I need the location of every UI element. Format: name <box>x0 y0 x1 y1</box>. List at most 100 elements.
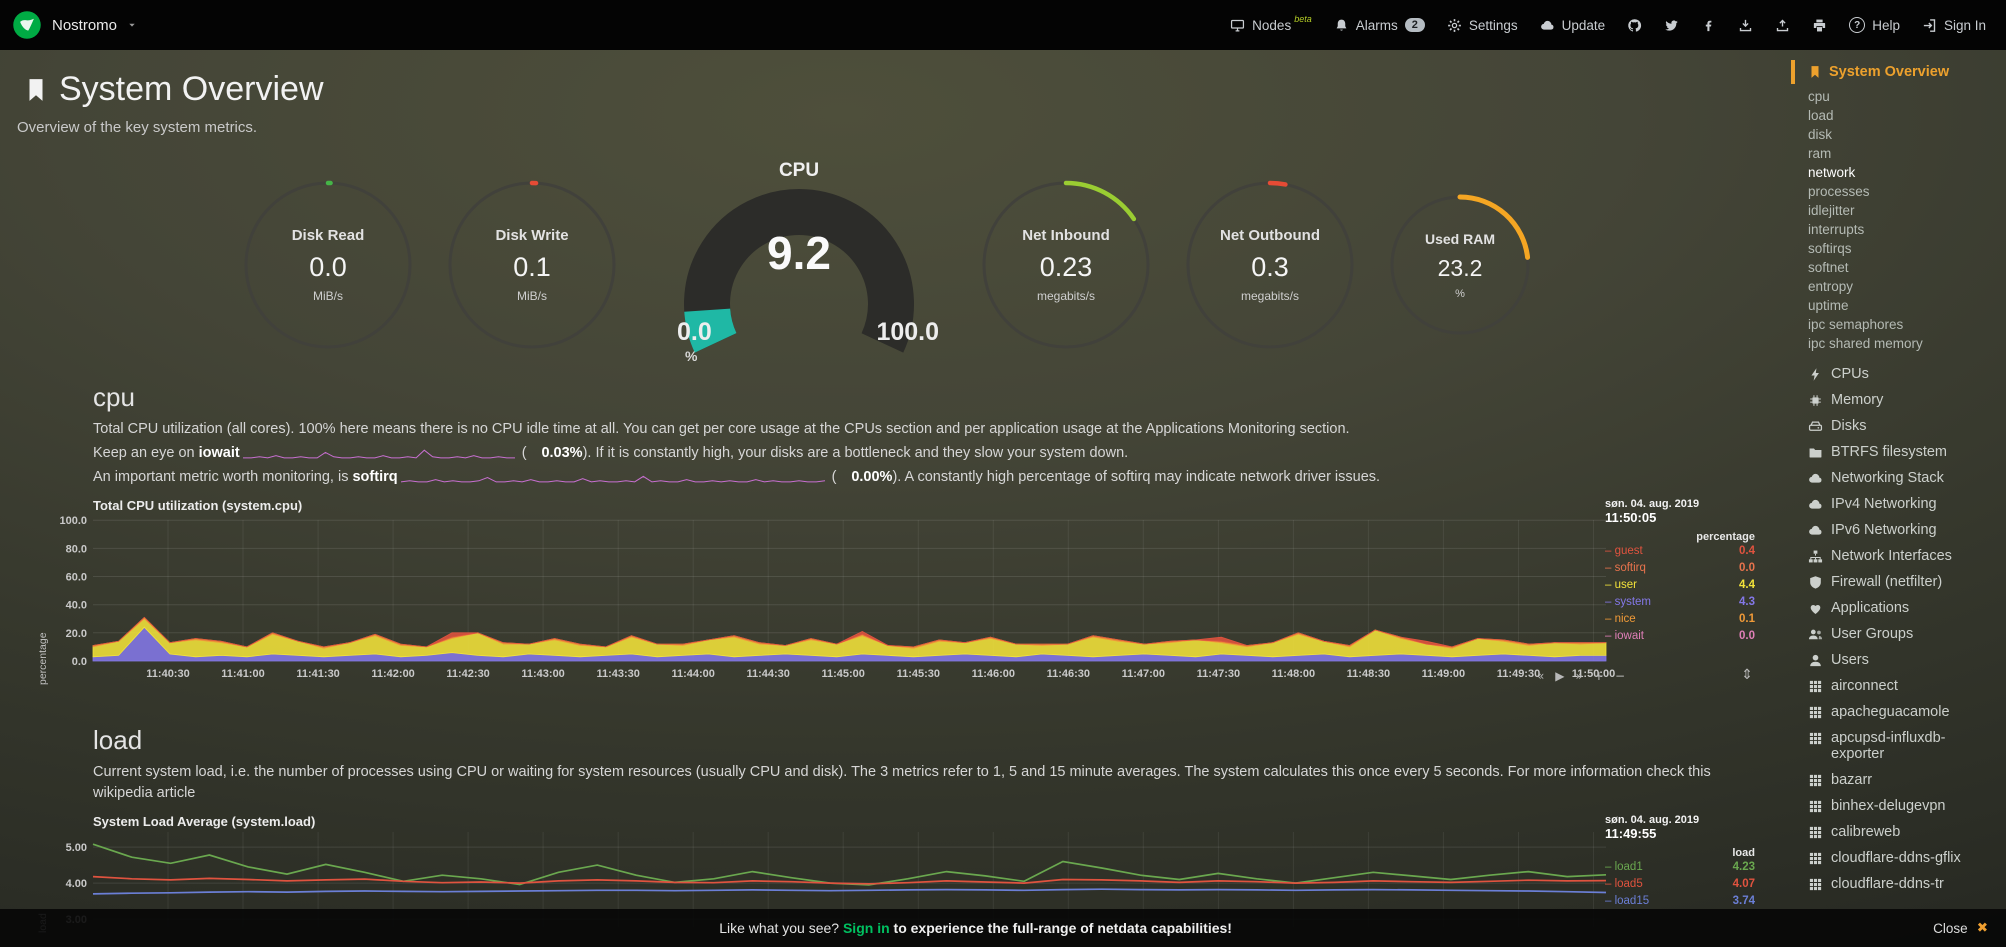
svg-text:11:42:00: 11:42:00 <box>371 668 414 680</box>
svg-text:11:45:30: 11:45:30 <box>897 668 940 680</box>
sidebar-item-btrfs-filesystem[interactable]: BTRFS filesystem <box>1808 439 1998 465</box>
legend-name: – guest <box>1605 545 1643 557</box>
sidebar-item-calibreweb[interactable]: calibreweb <box>1808 819 1998 845</box>
sidebar-item-disks[interactable]: Disks <box>1808 413 1998 439</box>
nav-item-export[interactable] <box>1738 18 1753 33</box>
svg-text:40.0: 40.0 <box>66 600 87 612</box>
github-icon <box>1627 18 1642 33</box>
nav-item-settings[interactable]: Settings <box>1447 18 1518 33</box>
zoom-in-button[interactable]: + <box>1593 669 1604 683</box>
sidebar-subitem-ipc-semaphores[interactable]: ipc semaphores <box>1808 317 1904 332</box>
cpu-chart[interactable]: Total CPU utilization (system.cpu) søn. 0… <box>37 498 1755 685</box>
sidebar-subitem-processes[interactable]: processes <box>1808 184 1870 199</box>
legend-item-user[interactable]: – user 4.4 <box>1605 577 1755 594</box>
grid-icon <box>1808 799 1823 814</box>
sidebar-item-airconnect[interactable]: airconnect <box>1808 673 1998 699</box>
sidebar-item-user-groups[interactable]: User Groups <box>1808 621 1998 647</box>
zoom-out-button[interactable]: − <box>1614 669 1625 683</box>
svg-text:11:47:00: 11:47:00 <box>1122 668 1165 680</box>
nav-item-import[interactable] <box>1775 18 1790 33</box>
legend-item-load1[interactable]: – load1 4.23 <box>1605 859 1755 876</box>
cpu-description: Total CPU utilization (all cores). 100% … <box>93 421 1350 437</box>
play-button[interactable]: ▶ <box>1555 669 1565 683</box>
sidebar-item-label: Firewall (netfilter) <box>1831 574 1943 590</box>
sidebar-item-memory[interactable]: Memory <box>1808 387 1998 413</box>
svg-text:80.0: 80.0 <box>66 543 87 555</box>
nav-item-nodes[interactable]: Nodes beta <box>1230 14 1312 33</box>
sidebar-item-apacheguacamole[interactable]: apacheguacamole <box>1808 699 1998 725</box>
sidebar-item-cloudflare-ddns-gflix[interactable]: cloudflare-ddns-gflix <box>1808 845 1998 871</box>
nav-item-update[interactable]: Update <box>1540 18 1605 33</box>
nav-item-alarms[interactable]: Alarms 2 <box>1334 18 1425 33</box>
display-icon <box>1230 18 1245 33</box>
sidebar-item-apcupsd-influxdb-exporter[interactable]: apcupsd-influxdb-exporter <box>1808 725 1998 767</box>
iowait-value: 0.03% <box>541 445 583 461</box>
legend-item-guest[interactable]: – guest 0.4 <box>1605 543 1755 560</box>
gauge-value: 0.1 <box>513 252 551 282</box>
legend-item-nice[interactable]: – nice 0.1 <box>1605 611 1755 628</box>
sidebar-item-cpus[interactable]: CPUs <box>1808 361 1998 387</box>
sidebar-subitem-interrupts[interactable]: interrupts <box>1808 222 1865 237</box>
legend-item-system[interactable]: – system 4.3 <box>1605 594 1755 611</box>
sidebar-subitem-network[interactable]: network <box>1808 165 1856 180</box>
sidebar-item-users[interactable]: Users <box>1808 647 1998 673</box>
nav-item-help[interactable]: ? Help <box>1849 17 1900 33</box>
nav-item-github[interactable] <box>1627 18 1642 33</box>
close-banner-button[interactable]: Close ✖ <box>1933 920 1988 936</box>
node-selector[interactable]: Nostromo <box>12 10 137 40</box>
sidebar-item-ipv6-networking[interactable]: IPv6 Networking <box>1808 517 1998 543</box>
sidebar-subitem-ipc-shared-memory[interactable]: ipc shared memory <box>1808 336 1923 351</box>
nav-item-facebook[interactable] <box>1701 18 1716 33</box>
sidebar-item-binhex-delugevpn[interactable]: binhex-delugevpn <box>1808 793 1998 819</box>
legend-name: – nice <box>1605 613 1636 625</box>
node-name: Nostromo <box>52 16 118 34</box>
grid-icon <box>1808 679 1823 694</box>
sidebar-subitem-softirqs[interactable]: softirqs <box>1808 241 1852 256</box>
shield-icon <box>1808 575 1823 590</box>
nav-item-print[interactable] <box>1812 18 1827 33</box>
signin-link[interactable]: Sign in <box>842 920 890 936</box>
sidebar-item-firewall-netfilter[interactable]: Firewall (netfilter) <box>1808 569 1998 595</box>
legend-item-load5[interactable]: – load5 4.07 <box>1605 876 1755 893</box>
gauge-value: 9.2 <box>767 227 831 279</box>
softirq-sparkline[interactable] <box>400 471 825 484</box>
sidebar-item-cloudflare-ddns-tr[interactable]: cloudflare-ddns-tr <box>1808 871 1998 897</box>
iowait-term: iowait <box>198 445 240 461</box>
sidebar-subitem-uptime[interactable]: uptime <box>1808 298 1849 313</box>
nav-item-label: Help <box>1872 17 1900 33</box>
sidebar-subitem-entropy[interactable]: entropy <box>1808 279 1854 294</box>
iowait-sparkline[interactable] <box>242 447 515 460</box>
iowait-text-pre: Keep an eye on <box>93 445 199 461</box>
legend-item-iowait[interactable]: – iowait 0.0 <box>1605 628 1755 645</box>
legend-item-load15[interactable]: – load15 3.74 <box>1605 893 1755 910</box>
sidebar-subitem-cpu[interactable]: cpu <box>1808 89 1830 104</box>
pan-left-button[interactable]: « <box>1536 669 1545 683</box>
sidebar-item-ipv4-networking[interactable]: IPv4 Networking <box>1808 491 1998 517</box>
close-icon: ✖ <box>1976 920 1988 936</box>
sidebar-subsections: cpu load disk ram network processes idlejitter… <box>1791 87 1998 353</box>
pan-right-button[interactable]: » <box>1575 669 1583 683</box>
nav-item-signin[interactable]: Sign In <box>1922 18 1986 33</box>
sidebar-subitem-disk[interactable]: disk <box>1808 127 1833 142</box>
sidebar-item-system-overview[interactable]: System Overview <box>1791 60 1998 84</box>
load-section: load Current system load, i.e. the numbe… <box>37 725 1755 933</box>
hdd-icon <box>1808 419 1823 434</box>
sidebar-subitem-idlejitter[interactable]: idlejitter <box>1808 203 1855 218</box>
nav-item-twitter[interactable] <box>1664 18 1679 33</box>
sidebar-item-applications[interactable]: Applications <box>1808 595 1998 621</box>
sidebar-subitem-load[interactable]: load <box>1808 108 1834 123</box>
cloud-icon <box>1808 471 1823 486</box>
legend-item-softirq[interactable]: – softirq 0.0 <box>1605 560 1755 577</box>
sidebar-item-bazarr[interactable]: bazarr <box>1808 767 1998 793</box>
softirq-paren: ( <box>827 469 837 485</box>
cpu-section-heading: cpu <box>93 382 135 412</box>
legend-value: 0.0 <box>1739 630 1755 642</box>
svg-text:11:45:00: 11:45:00 <box>821 668 864 680</box>
sidebar-item-networking-stack[interactable]: Networking Stack <box>1808 465 1998 491</box>
sidebar-item-network-interfaces[interactable]: Network Interfaces <box>1808 543 1998 569</box>
banner-text-pre: Like what you see? <box>719 920 843 936</box>
resize-handle[interactable]: ⇕ <box>1741 667 1753 683</box>
chip-icon <box>1808 393 1823 408</box>
sidebar-subitem-softnet[interactable]: softnet <box>1808 260 1849 275</box>
sidebar-subitem-ram[interactable]: ram <box>1808 146 1832 161</box>
